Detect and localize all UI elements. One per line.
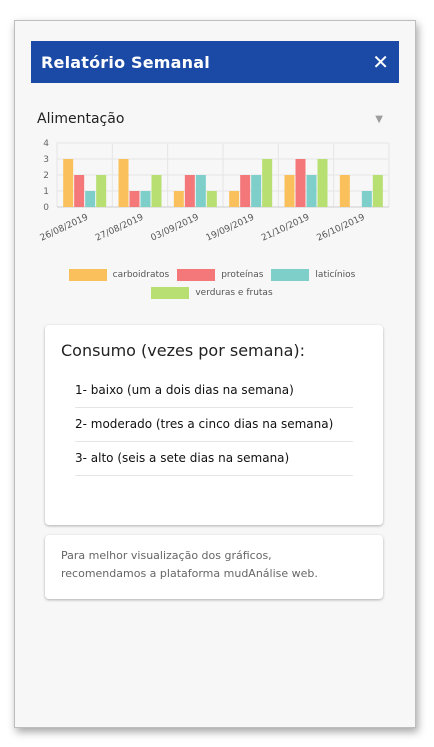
info-note: Para melhor visualização dos gráficos, r… [45,535,383,599]
x-tick-label: 19/09/2019 [205,213,256,244]
bar-carboidratos [339,175,350,207]
bar-laticínios [140,191,151,207]
bar-carboidratos [118,159,129,207]
legend-item-proteinas[interactable]: proteínas [177,269,263,281]
note-line-1: Para melhor visualização dos gráficos, [61,549,272,562]
bar-proteínas [240,175,251,207]
chart-legend: carboidratos proteínas laticínios verdur… [37,269,387,313]
consumption-title: Consumo (vezes por semana): [61,341,306,360]
header-bar: Relatório Semanal ✕ [31,41,399,83]
list-item: 3- alto (seis a sete dias na semana) [75,442,353,476]
note-line-2: recomendamos a plataforma mudAnálise web… [61,567,318,580]
y-tick-label: 3 [43,155,49,165]
app-frame: Relatório Semanal ✕ Alimentação ▼ 0 1 2 3 4 2… [14,20,416,728]
y-tick-label: 1 [43,187,49,197]
x-tick-label: 27/08/2019 [94,213,145,244]
legend-swatch-verduras-e-frutas [151,287,190,299]
legend-row-2: verduras e frutas [37,287,387,299]
y-tick-label: 4 [43,139,49,149]
legend-swatch-laticinios [271,269,310,281]
bar-verduras-e-frutas [317,159,328,207]
consumption-card: Consumo (vezes por semana): 1- baixo (um… [45,325,383,525]
caret-down-icon: ▼ [375,113,383,125]
bar-proteínas [129,191,140,207]
legend-label-verduras-e-frutas: verduras e frutas [195,288,273,298]
legend-item-verduras-e-frutas[interactable]: verduras e frutas [151,287,273,299]
list-item: 1- baixo (um a dois dias na semana) [75,374,353,408]
bar-proteínas [184,175,195,207]
bar-laticínios [361,191,372,207]
y-tick-label: 0 [43,203,49,213]
bar-carboidratos [63,159,74,207]
bar-proteínas [295,159,306,207]
category-select[interactable]: Alimentação ▼ [37,109,387,129]
consumption-list: 1- baixo (um a dois dias na semana) 2- m… [75,374,353,476]
legend-item-carboidratos[interactable]: carboidratos [68,269,170,281]
bar-verduras-e-frutas [151,175,162,207]
bar-carboidratos [229,191,240,207]
y-tick-label: 2 [43,171,49,181]
bar-laticínios [251,175,262,207]
bar-carboidratos [284,175,295,207]
legend-label-proteinas: proteínas [221,270,264,280]
bar-laticínios [85,191,96,207]
x-tick-label: 26/08/2019 [39,213,90,244]
bar-laticínios [195,175,206,207]
bar-laticínios [306,175,317,207]
x-tick-label: 26/10/2019 [315,213,366,244]
bar-verduras-e-frutas [206,191,217,207]
x-tick-label: 21/10/2019 [260,213,311,244]
legend-label-carboidratos: carboidratos [112,270,170,280]
category-select-value: Alimentação [37,111,125,127]
bar-verduras-e-frutas [96,175,107,207]
legend-row-1: carboidratos proteínas laticínios [37,269,387,281]
legend-label-laticinios: laticínios [315,270,356,280]
legend-swatch-carboidratos [68,269,107,281]
page-title: Relatório Semanal [41,52,210,72]
bar-proteínas [74,175,85,207]
bar-verduras-e-frutas [372,175,383,207]
close-icon[interactable]: ✕ [372,50,389,74]
x-tick-label: 03/09/2019 [149,213,200,244]
list-item: 2- moderado (tres a cinco dias na semana… [75,408,353,442]
weekly-bar-chart: 0 1 2 3 4 26/08/2019 27/08/2019 03/09/2019 19/09… [39,139,390,244]
bar-verduras-e-frutas [262,159,273,207]
legend-swatch-proteinas [177,269,216,281]
legend-item-laticinios[interactable]: laticínios [271,269,355,281]
bar-carboidratos [173,191,184,207]
